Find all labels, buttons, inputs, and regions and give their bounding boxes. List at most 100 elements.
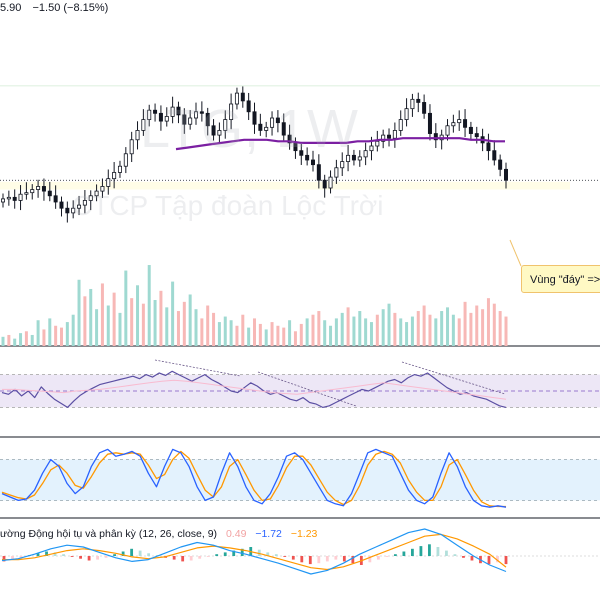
macd-histogram-bar	[351, 556, 355, 564]
macd-histogram-bar	[53, 552, 57, 556]
candle-body	[71, 207, 76, 214]
volume-bar	[317, 311, 321, 346]
volume-bar	[434, 318, 438, 346]
candle-body	[100, 186, 105, 192]
volume-bar	[358, 311, 362, 346]
volume-bar	[223, 316, 227, 346]
macd-histogram-bar	[411, 548, 414, 556]
price-change: −1.50 (−8.15%)	[32, 2, 109, 14]
candle-body	[346, 154, 351, 162]
macd-histogram-bar	[291, 556, 295, 560]
rsi-band	[0, 374, 600, 408]
bottom-zone-callout[interactable]: Vùng "đáy" =>	[521, 265, 600, 293]
macd-histogram-bar	[113, 554, 117, 556]
macd-histogram-bar	[79, 556, 82, 559]
candle-body	[270, 117, 275, 128]
volume-bar	[416, 311, 420, 346]
candle-body	[234, 92, 239, 105]
candle-body	[6, 196, 11, 200]
candle-body	[147, 109, 152, 120]
watermark-symbol: LTG, 1W	[140, 99, 360, 159]
candle-body	[357, 156, 362, 161]
volume-bar	[428, 314, 432, 346]
volume-bar	[77, 279, 81, 346]
macd-histogram-bar	[308, 556, 312, 565]
candle-body	[12, 196, 17, 201]
candle-body	[112, 172, 117, 180]
macd-histogram-bar	[11, 556, 14, 560]
volume-bar	[95, 309, 99, 346]
candle-body	[88, 195, 93, 201]
candle-body	[158, 112, 163, 122]
volume-bar	[153, 300, 157, 346]
volume-bar	[334, 318, 338, 346]
candle-body	[24, 192, 29, 195]
candle-body	[392, 130, 397, 139]
candle-body	[199, 111, 204, 114]
macd-histogram-bar	[317, 556, 321, 564]
volume-bar	[124, 270, 128, 346]
macd-histogram-bar	[198, 556, 202, 559]
volume-bar	[100, 283, 104, 346]
volume-bar	[42, 329, 46, 346]
volume-bar	[13, 338, 17, 346]
volume-bar	[188, 294, 192, 346]
candle-body	[433, 133, 438, 141]
volume-bar	[106, 305, 110, 346]
rsi-line	[1, 370, 507, 408]
volume-bar	[83, 296, 87, 346]
callout-pointer	[509, 239, 522, 267]
macd-histogram-bar	[385, 556, 389, 557]
candle-body	[123, 153, 128, 167]
macd-legend[interactable]: ường Động hội tụ và phân kỳ (12, 26, clo…	[0, 528, 317, 540]
candle-body	[281, 122, 286, 136]
volume-bar	[422, 305, 426, 346]
candle-body	[129, 139, 134, 155]
candle-body	[334, 167, 339, 178]
volume-bar	[212, 312, 216, 346]
candle-body	[182, 114, 187, 125]
volume-bar	[481, 309, 485, 346]
candle-body	[328, 176, 333, 189]
macd-histogram-bar	[283, 556, 287, 557]
volume-bar	[59, 327, 63, 346]
candle-body	[194, 111, 199, 119]
macd-histogram-bar	[257, 549, 261, 556]
candle-body	[135, 130, 140, 141]
macd-histogram-bar	[325, 556, 329, 562]
candle-body	[340, 161, 345, 169]
macd-histogram-bar	[470, 556, 474, 561]
bottom-zone-band	[0, 181, 570, 190]
volume-bar	[457, 318, 461, 346]
volume-bar	[182, 301, 186, 346]
candle-body	[416, 98, 421, 103]
volume-bar	[65, 322, 69, 346]
candle-body	[153, 109, 158, 114]
candle-body	[492, 150, 497, 161]
macd-histogram-bar	[206, 556, 210, 557]
macd-histogram-bar	[232, 550, 236, 556]
candle-body	[211, 125, 216, 136]
volume-bar	[352, 316, 356, 346]
volume-bar	[30, 334, 34, 346]
volume-bar	[200, 318, 204, 346]
macd-histogram-bar	[87, 556, 91, 561]
candle-body	[387, 134, 392, 139]
volume-bar	[446, 307, 450, 346]
volume-bar	[375, 314, 379, 346]
candle-body	[305, 154, 310, 161]
volume-bar	[270, 322, 274, 346]
macd-histogram-bar	[393, 554, 397, 556]
candle-body	[264, 126, 269, 131]
candle-body	[369, 145, 374, 152]
macd-histogram-bar	[223, 552, 227, 556]
candle-body	[468, 126, 473, 134]
candle-body	[77, 204, 82, 209]
volume-bar	[282, 327, 286, 346]
candle-body	[463, 119, 468, 128]
candle-body	[205, 112, 210, 127]
macd-histogram-bar	[487, 556, 491, 565]
macd-histogram-bar	[121, 551, 125, 556]
volume-bar	[48, 318, 52, 346]
volume-bar	[276, 325, 280, 346]
